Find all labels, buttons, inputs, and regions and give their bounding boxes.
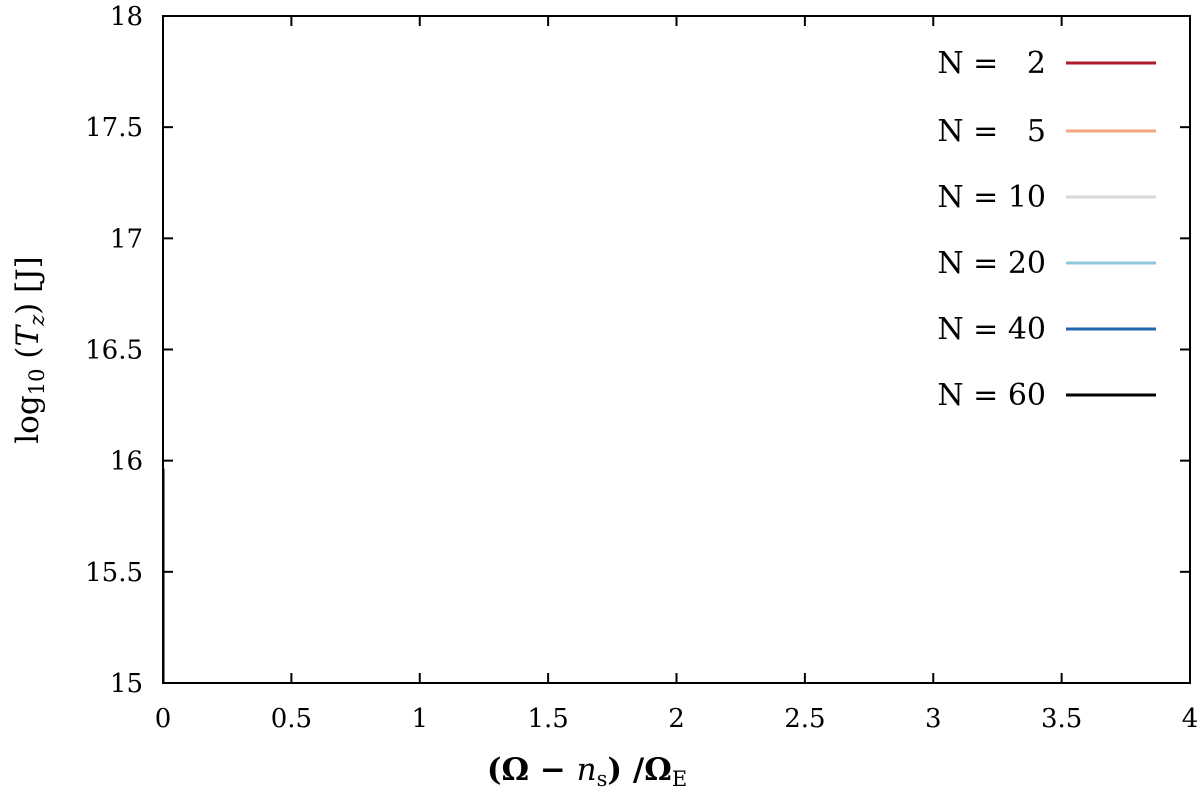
x-tick-label: 0.5 [271, 704, 312, 734]
y-tick-label: 16.5 [85, 336, 143, 366]
y-axis-title: log10 (Tz) [J] [10, 256, 49, 443]
legend-label: N = 40 [937, 312, 1046, 347]
y-tick-label: 17.5 [85, 113, 143, 143]
legend-label: N = 10 [937, 180, 1046, 215]
y-tick-label: 18 [110, 2, 143, 32]
y-tick-label: 17 [110, 224, 143, 254]
legend-label: N = 2 [937, 46, 1046, 81]
x-tick-label: 1.5 [527, 704, 568, 734]
x-axis-title: (Ω − ns) /ΩE [487, 752, 687, 791]
ticks-layer: 0 0.5 1 1.5 2 2.5 3 3.5 4 15 15.5 16 16.5 17 17.5 18 [85, 2, 1198, 734]
x-tick-label: 4 [1182, 704, 1199, 734]
x-tick-label: 1 [411, 704, 428, 734]
x-tick-label: 3.5 [1041, 704, 1082, 734]
legend-label: N = 5 [937, 114, 1046, 149]
legend-label: N = 20 [937, 246, 1046, 281]
legend: N = 2 N = 5 N = 10 N = 20 N = 40 N = 60 [937, 46, 1156, 413]
y-tick-label: 15 [110, 669, 143, 699]
x-tick-label: 0 [155, 704, 172, 734]
x-tick-label: 3 [925, 704, 942, 734]
y-tick-label: 16 [110, 447, 143, 477]
y-tick-label: 15.5 [85, 558, 143, 588]
x-tick-label: 2.5 [784, 704, 825, 734]
legend-label: N = 60 [937, 378, 1046, 413]
x-tick-label: 2 [668, 704, 685, 734]
